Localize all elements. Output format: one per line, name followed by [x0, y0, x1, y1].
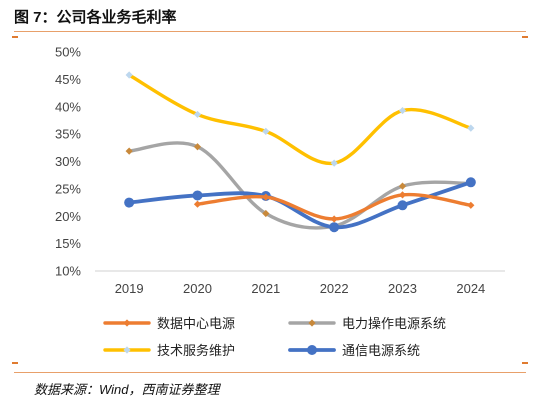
y-tick-label: 15%: [55, 236, 81, 251]
data-point: [125, 147, 133, 155]
series-0: [193, 191, 475, 223]
data-point: [398, 191, 407, 199]
data-point: [262, 127, 270, 135]
x-axis: 2019 2020 2021 2022 2023 2024: [115, 281, 486, 296]
series-2: [125, 71, 475, 167]
left-accent-mark: [12, 36, 18, 38]
y-axis: 10% 15% 20% 25% 30% 35% 40% 45% 50%: [55, 45, 81, 279]
y-tick-label: 40%: [55, 99, 81, 114]
data-point: [467, 201, 475, 209]
y-tick-label: 25%: [55, 181, 81, 196]
legend-item: 电力操作电源系统: [288, 316, 446, 332]
figure-title: 图 7：公司各业务毛利率: [14, 9, 177, 26]
legend-item: 技术服务维护: [103, 343, 235, 359]
data-point: [330, 159, 338, 167]
data-point: [125, 71, 133, 79]
legend-label: 通信电源系统: [342, 344, 420, 359]
y-tick-label: 30%: [55, 154, 81, 169]
data-point: [192, 190, 203, 201]
legend-item: 通信电源系统: [288, 344, 420, 359]
data-point: [465, 177, 476, 188]
data-point: [193, 143, 202, 151]
series-layer: [124, 71, 476, 233]
series-3: [124, 177, 476, 233]
y-tick-label: 10%: [55, 264, 81, 279]
x-tick-label: 2024: [456, 281, 485, 296]
x-tick-label: 2020: [183, 281, 212, 296]
data-point: [398, 182, 407, 190]
legend-label: 电力操作电源系统: [342, 316, 446, 332]
data-point: [262, 209, 270, 218]
legend-label: 技术服务维护: [157, 343, 235, 359]
left-accent-mark-bottom: [12, 362, 18, 364]
data-point: [397, 200, 408, 211]
data-point: [330, 215, 338, 223]
series-line: [195, 192, 473, 221]
top-divider: [14, 31, 526, 32]
y-tick-label: 20%: [55, 209, 81, 224]
x-tick-label: 2022: [320, 281, 349, 296]
legend-marker: [308, 319, 316, 327]
right-accent-mark-bottom: [522, 362, 528, 364]
data-point: [193, 110, 202, 119]
legend-item: 数据中心电源: [103, 317, 235, 332]
series-line: [127, 73, 473, 166]
x-tick-label: 2019: [115, 281, 144, 296]
series-1: [125, 141, 475, 230]
y-tick-label: 45%: [55, 72, 81, 87]
legend-marker: [307, 345, 317, 355]
data-point: [467, 124, 475, 132]
x-tick-label: 2021: [251, 281, 280, 296]
y-tick-label: 35%: [55, 127, 81, 142]
bottom-divider: [14, 372, 526, 373]
source-note: 数据来源：Wind，西南证券整理: [34, 382, 220, 397]
data-point: [398, 106, 407, 115]
y-tick-label: 50%: [55, 45, 81, 60]
series-line: [127, 180, 473, 230]
data-point: [124, 197, 135, 208]
legend-marker: [123, 319, 131, 327]
x-tick-label: 2023: [388, 281, 417, 296]
data-point: [193, 200, 202, 208]
data-point: [262, 193, 270, 201]
legend-label: 数据中心电源: [157, 317, 235, 332]
data-point: [329, 222, 340, 233]
legend-marker: [123, 346, 131, 354]
right-accent-mark: [522, 36, 528, 38]
